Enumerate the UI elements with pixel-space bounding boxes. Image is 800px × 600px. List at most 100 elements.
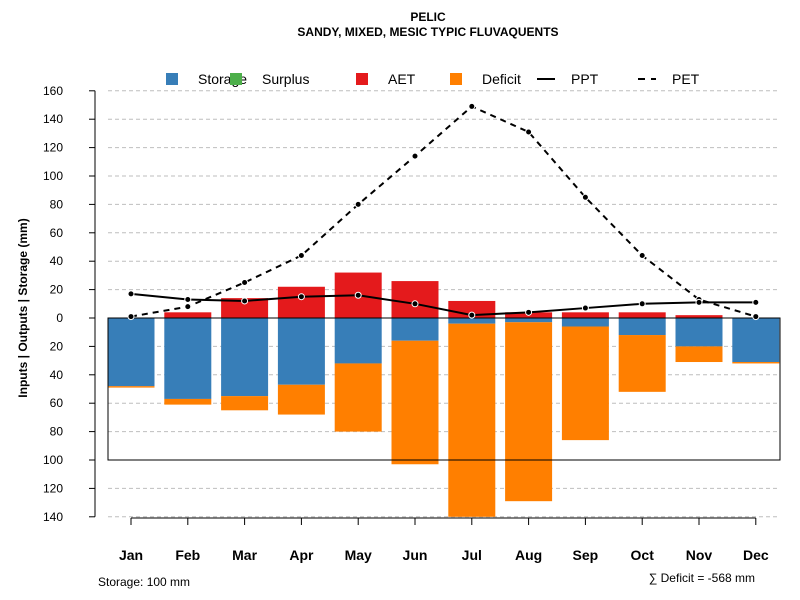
ppt-point-jan — [127, 290, 135, 298]
x-tick-label-oct: Oct — [631, 547, 655, 563]
deficit-bar-feb — [164, 398, 212, 405]
storage-bar-may — [334, 318, 382, 364]
chart-subtitle: SANDY, MIXED, MESIC TYPIC FLUVAQUENTS — [297, 25, 558, 39]
x-tick-label-apr: Apr — [289, 547, 314, 563]
pet-point-may — [354, 200, 362, 208]
x-tick-label-sep: Sep — [573, 547, 599, 563]
storage-bar-feb — [164, 318, 212, 399]
storage-bar-jun — [391, 318, 439, 341]
y-tick-label: 100 — [43, 169, 63, 183]
legend-label-surplus: Surplus — [262, 71, 309, 87]
aet-bar-nov — [675, 315, 723, 318]
y-axis-label: Inputs | Outputs | Storage (mm) — [16, 218, 30, 397]
ppt-point-may — [354, 291, 362, 299]
x-tick-label-nov: Nov — [686, 547, 713, 563]
storage-bar-mar — [221, 318, 269, 397]
ppt-point-aug — [525, 308, 533, 316]
storage-bar-aug — [505, 318, 553, 323]
pet-point-aug — [525, 128, 533, 136]
deficit-bar-may — [334, 363, 382, 432]
deficit-bar-jun — [391, 340, 439, 465]
legend-label-aet: AET — [388, 71, 416, 87]
legend-label-ppt: PPT — [571, 71, 599, 87]
storage-bar-apr — [277, 318, 325, 385]
x-tick-label-jan: Jan — [119, 547, 143, 563]
aet-bar-apr — [277, 286, 325, 318]
storage-bar-jul — [448, 318, 496, 324]
y-tick-label: 120 — [43, 141, 63, 155]
pet-point-oct — [638, 252, 646, 260]
y-tick-label: 140 — [43, 510, 63, 524]
series-lines — [127, 102, 760, 321]
y-tick-label: 20 — [50, 283, 64, 297]
storage-bar-jan — [107, 318, 155, 387]
axes: 160 140 120 100 80 60 40 20 0 20 40 60 80 100 120 140 Ja… — [43, 84, 769, 563]
deficit-bar-aug — [505, 322, 553, 502]
y-tick-label: 80 — [50, 425, 64, 439]
y-tick-label: 40 — [50, 254, 64, 268]
y-tick-label: 120 — [43, 481, 63, 495]
pet-point-feb — [184, 303, 192, 311]
legend-swatch-aet — [356, 73, 368, 85]
pet-point-sep — [581, 193, 589, 201]
deficit-bar-sep — [561, 326, 609, 441]
x-tick-label-aug: Aug — [515, 547, 542, 563]
ppt-point-mar — [241, 297, 249, 305]
storage-bar-nov — [675, 318, 723, 347]
y-tick-label: 80 — [50, 197, 64, 211]
deficit-bar-jan — [107, 386, 155, 388]
storage-bar-sep — [561, 318, 609, 327]
storage-bar-oct — [618, 318, 666, 336]
legend: Storage Surplus AET Deficit PPT PET — [166, 71, 700, 87]
storage-bar-dec — [732, 318, 780, 363]
y-tick-label: 0 — [56, 311, 63, 325]
aet-bar-oct — [618, 312, 666, 318]
legend-swatch-deficit — [450, 73, 462, 85]
footer-deficit: ∑ Deficit = -568 mm — [649, 571, 755, 585]
deficit-bar-apr — [277, 384, 325, 415]
deficit-bar-dec — [732, 362, 780, 364]
deficit-bar-jul — [448, 323, 496, 517]
aet-bar-mar — [221, 298, 269, 318]
legend-swatch-storage — [166, 73, 178, 85]
pet-point-apr — [297, 252, 305, 260]
pet-point-mar — [241, 279, 249, 286]
y-tick-label: 20 — [50, 339, 64, 353]
ppt-point-apr — [297, 293, 305, 301]
legend-label-pet: PET — [672, 71, 700, 87]
x-tick-label-jul: Jul — [462, 547, 482, 563]
gridlines — [108, 90, 780, 518]
y-tick-label: 100 — [43, 453, 63, 467]
x-tick-label-mar: Mar — [232, 547, 257, 563]
ppt-point-jun — [411, 300, 419, 308]
pet-point-jun — [411, 152, 419, 160]
chart-title: PELIC — [410, 10, 446, 24]
aet-bar-feb — [164, 312, 212, 318]
legend-swatch-surplus — [230, 73, 242, 85]
ppt-point-dec — [752, 298, 760, 306]
footer-storage: Storage: 100 mm — [98, 575, 190, 589]
x-tick-label-dec: Dec — [743, 547, 769, 563]
deficit-bar-oct — [618, 335, 666, 392]
ppt-line — [130, 292, 756, 317]
pet-point-dec — [752, 313, 760, 321]
x-tick-label-feb: Feb — [175, 547, 200, 563]
pet-line — [130, 105, 757, 318]
y-tick-label: 160 — [43, 84, 63, 98]
x-tick-label-jun: Jun — [403, 547, 428, 563]
ppt-point-nov — [695, 298, 703, 306]
deficit-bar-mar — [221, 396, 269, 411]
pet-point-jul — [468, 102, 476, 110]
legend-label-deficit: Deficit — [482, 71, 521, 87]
y-tick-label: 140 — [43, 112, 63, 126]
pet-point-jan — [127, 313, 135, 321]
ppt-point-sep — [581, 304, 589, 312]
y-tick-label: 60 — [50, 226, 64, 240]
y-tick-label: 40 — [50, 368, 64, 382]
deficit-bar-nov — [675, 346, 723, 363]
ppt-point-oct — [638, 300, 646, 308]
y-tick-label: 60 — [50, 396, 64, 410]
ppt-point-jul — [468, 311, 476, 319]
ppt-point-feb — [184, 296, 192, 304]
